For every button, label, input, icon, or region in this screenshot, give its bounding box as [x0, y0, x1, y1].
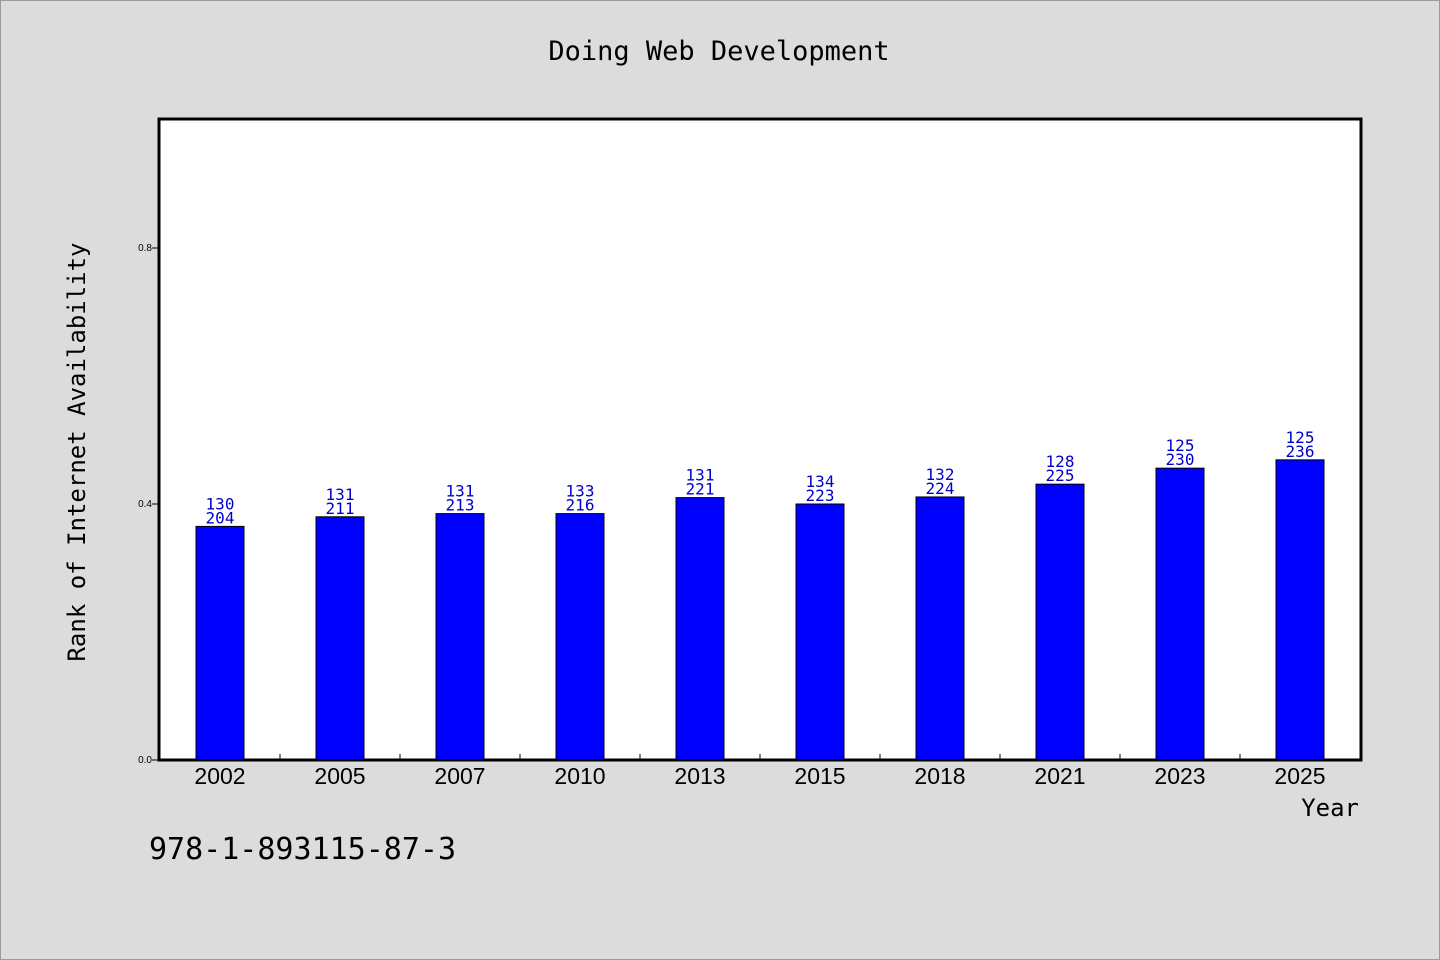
x-axis: 2002 2005 2007 2010 2013 2015 2018 2021 2023 2025: [194, 754, 1326, 789]
data-label-top: 133: [566, 482, 595, 501]
data-label-top: 131: [446, 482, 475, 501]
data-label-bottom: 213: [446, 496, 475, 515]
bar: [315, 516, 365, 761]
data-label-top: 131: [326, 485, 355, 504]
bar: [1035, 483, 1085, 761]
x-axis-label: Year: [1301, 794, 1359, 822]
data-label-top: 132: [926, 465, 955, 484]
data-label-top: 125: [1166, 436, 1195, 455]
x-tick-label: 2010: [554, 763, 605, 789]
x-tick-label: 2002: [194, 763, 245, 789]
data-label-bottom: 225: [1046, 466, 1075, 485]
x-tick-label: 2005: [314, 763, 365, 789]
y-tick-label: 0.0: [138, 755, 152, 766]
chart-title: Doing Web Development: [548, 36, 889, 67]
x-tick-label: 2013: [674, 763, 725, 789]
data-label-top: 131: [686, 466, 715, 485]
y-axis-label: Rank of Internet Availability: [63, 242, 91, 661]
x-tick-label: 2007: [434, 763, 485, 789]
bar: [435, 513, 485, 761]
bar: [195, 525, 245, 761]
x-tick-label: 2023: [1154, 763, 1205, 789]
x-tick-label: 2021: [1034, 763, 1085, 789]
bars: [195, 459, 1325, 761]
y-tick-label: 0.4: [138, 499, 152, 510]
data-label-top: 134: [806, 472, 835, 491]
data-label-bottom: 216: [566, 496, 595, 515]
isbn-label: 978-1-893115-87-3: [149, 832, 457, 867]
data-label-top: 125: [1286, 428, 1315, 447]
x-tick-label: 2025: [1274, 763, 1325, 789]
bar: [555, 513, 605, 761]
x-tick-label: 2015: [794, 763, 845, 789]
y-axis: 0.0 0.4 0.8: [138, 243, 160, 766]
bar: [1155, 467, 1205, 761]
bar: [1275, 459, 1325, 761]
bar: [675, 497, 725, 761]
bar: [915, 496, 965, 761]
data-label-bottom: 223: [806, 486, 835, 505]
x-tick-label: 2018: [914, 763, 965, 789]
data-label-top: 130: [206, 494, 235, 513]
data-label-top: 128: [1046, 452, 1075, 471]
data-label-bottom: 230: [1166, 450, 1195, 469]
bar: [795, 503, 845, 761]
data-label-bottom: 221: [686, 480, 715, 499]
data-label-bottom: 211: [326, 499, 355, 518]
data-label-bottom: 236: [1286, 442, 1315, 461]
data-label-bottom: 204: [206, 508, 235, 527]
y-tick-label: 0.8: [138, 243, 152, 254]
data-label-bottom: 224: [926, 479, 955, 498]
